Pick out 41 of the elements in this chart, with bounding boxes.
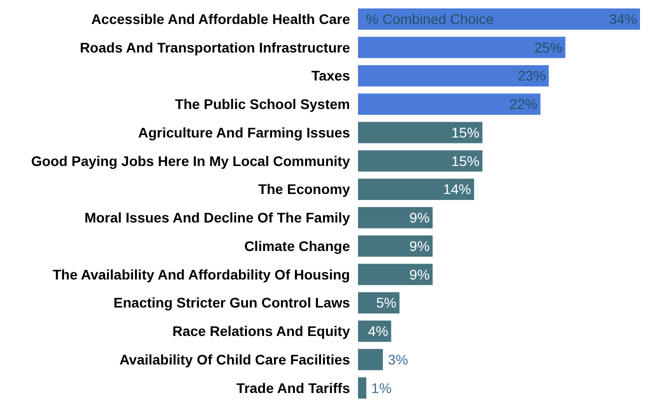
data-label: 25% xyxy=(534,39,562,56)
series-label: % Combined Choice xyxy=(366,10,494,27)
y-tick-label: Race Relations And Equity xyxy=(172,323,350,340)
bar xyxy=(358,377,366,399)
bar xyxy=(358,292,400,314)
data-label: 22% xyxy=(509,96,538,112)
bar xyxy=(358,264,433,286)
bar xyxy=(358,65,549,86)
bar xyxy=(358,150,482,172)
data-label: 5% xyxy=(376,294,396,311)
bar xyxy=(358,122,482,144)
y-tick-label: The Public School System xyxy=(174,96,350,112)
data-label: 4% xyxy=(368,323,388,340)
data-label: 15% xyxy=(451,152,480,169)
bar xyxy=(358,348,383,370)
data-label: 9% xyxy=(409,238,430,254)
data-label: 9% xyxy=(409,266,430,282)
data-label: 9% xyxy=(409,210,430,226)
bar xyxy=(358,36,566,58)
y-tick-label: Enacting Stricter Gun Control Laws xyxy=(114,294,350,311)
data-label: 1% xyxy=(371,380,392,396)
data-label: 3% xyxy=(388,351,408,368)
bar xyxy=(358,94,540,115)
y-tick-label: Accessible And Affordable Health Care xyxy=(91,10,350,27)
y-tick-label: Agriculture And Farming Issues xyxy=(138,124,350,140)
bar xyxy=(358,178,474,200)
bar xyxy=(358,235,433,257)
data-label: 15% xyxy=(451,124,480,140)
data-label: 14% xyxy=(443,181,472,198)
data-label: 34% xyxy=(608,10,637,27)
y-tick-label: Roads And Transportation Infrastructure xyxy=(80,39,350,56)
y-tick-label: The Economy xyxy=(258,181,350,198)
y-tick-label: Moral Issues And Decline Of The Family xyxy=(84,210,350,226)
data-label: 23% xyxy=(518,68,546,84)
y-tick-label: Good Paying Jobs Here In My Local Community xyxy=(31,152,350,169)
y-tick-label: The Availability And Affordability Of Housing xyxy=(52,266,350,282)
bar xyxy=(358,207,433,228)
y-tick-label: Trade And Tariffs xyxy=(236,380,350,396)
y-tick-label: Climate Change xyxy=(244,238,350,254)
y-tick-label: Availability Of Child Care Facilities xyxy=(119,351,350,368)
y-tick-label: Taxes xyxy=(311,68,350,84)
